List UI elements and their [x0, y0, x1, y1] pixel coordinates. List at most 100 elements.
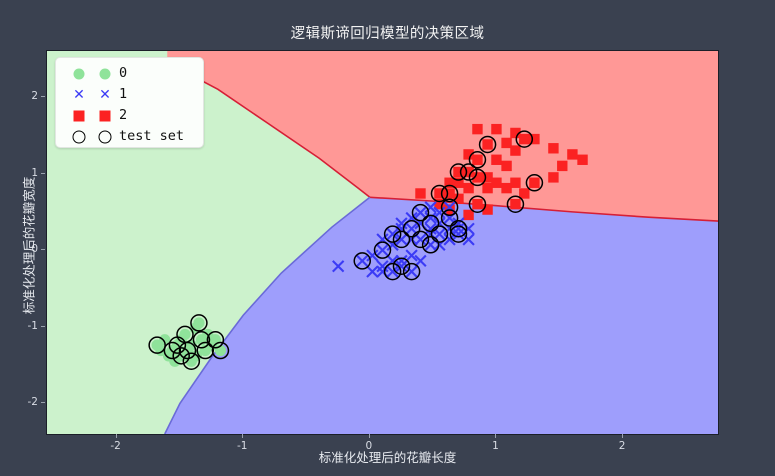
- circle-filled-green-icon: [68, 63, 90, 84]
- y-tick-label: 2: [31, 89, 38, 102]
- test-set-marker: [211, 341, 230, 360]
- page-title: 逻辑斯谛回归模型的决策区域: [290, 26, 485, 42]
- legend-item-2[interactable]: 2: [56, 105, 203, 126]
- data-point-class2: [529, 177, 540, 188]
- data-point-class2: [453, 166, 464, 178]
- test-set-marker: [206, 331, 225, 349]
- data-point-class1: [424, 222, 437, 235]
- x-tick-label: 1: [492, 440, 499, 452]
- data-point-class2: [472, 123, 483, 135]
- legend-label: test set: [119, 128, 185, 144]
- data-point-class2: [510, 145, 521, 156]
- data-point-class1: [433, 227, 446, 241]
- test-set-marker: [178, 341, 197, 360]
- data-point-class1: [452, 222, 465, 235]
- data-point-class1: [414, 233, 427, 246]
- circle-open-black-icon: [94, 126, 116, 147]
- y-tick-label: 0: [31, 243, 38, 256]
- test-set-marker: [430, 184, 449, 203]
- x-blue-icon: ✕: [94, 84, 116, 105]
- data-point-class2: [463, 182, 474, 194]
- data-point-class2: [529, 133, 540, 145]
- test-set-marker: [421, 236, 440, 254]
- legend-label: 0: [119, 65, 128, 81]
- data-point-class2: [472, 172, 483, 183]
- x-tick-mark: [495, 434, 497, 438]
- data-point-class1: [376, 260, 389, 273]
- square-filled-red-icon: [68, 105, 90, 126]
- y-tick-label: -2: [27, 396, 38, 409]
- circle-filled-green-icon: [94, 63, 116, 84]
- test-set-marker: [449, 163, 468, 181]
- data-point-class2: [501, 137, 512, 149]
- data-point-class2: [482, 182, 493, 194]
- data-point-class1: [462, 233, 475, 246]
- y-tick-mark: [41, 172, 45, 174]
- legend-item-1[interactable]: ✕ ✕ 1: [56, 84, 203, 105]
- test-set-marker: [449, 225, 468, 243]
- test-set-marker: [421, 214, 440, 233]
- test-set-marker: [468, 195, 487, 213]
- plot-area[interactable]: [46, 50, 719, 435]
- test-set-marker: [192, 331, 211, 349]
- data-point-class2: [519, 188, 530, 199]
- data-point-class1: [433, 206, 446, 219]
- data-point-class2: [510, 199, 521, 210]
- x-blue-glyph: ✕: [73, 86, 85, 103]
- test-set-marker: [148, 336, 166, 354]
- data-point-class2: [510, 127, 521, 139]
- data-point-class2: [557, 160, 568, 172]
- test-set-marker: [411, 203, 430, 222]
- test-set-marker: [383, 225, 402, 243]
- test-set-marker: [525, 174, 544, 192]
- test-set-marker: [449, 219, 468, 238]
- legend[interactable]: 0 ✕ ✕ 1 2 test set: [55, 57, 204, 148]
- data-point-class1: [366, 249, 379, 262]
- test-set-marker: [392, 230, 411, 249]
- data-point-class2: [577, 154, 588, 165]
- x-tick-mark: [242, 434, 244, 438]
- circle-open-black-icon: [68, 126, 90, 147]
- square-filled-red-icon: [94, 105, 116, 126]
- data-point-class1: [424, 238, 437, 251]
- data-point-class2: [453, 177, 464, 188]
- test-set-marker: [478, 135, 497, 154]
- test-set-marker: [468, 168, 487, 187]
- test-set-marker: [515, 130, 534, 148]
- legend-label: 2: [119, 107, 128, 123]
- data-point-class1: [386, 265, 399, 278]
- circle-open-black-glyph: [98, 130, 112, 143]
- legend-item-0[interactable]: 0: [56, 63, 203, 84]
- data-point-class2: [519, 133, 530, 145]
- x-tick-label: -2: [110, 440, 121, 452]
- x-axis-label: 标准化处理后的花瓣长度: [318, 450, 457, 465]
- x-blue-icon: ✕: [68, 84, 90, 105]
- data-point-class1: [424, 201, 437, 214]
- y-tick-label: 1: [31, 166, 38, 179]
- legend-label: 1: [119, 86, 128, 102]
- y-tick-label: -1: [27, 319, 38, 332]
- y-axis-label: 标准化处理后的花瓣宽度: [21, 176, 37, 315]
- square-filled-red-glyph: [99, 110, 111, 121]
- data-point-class1: [414, 254, 427, 268]
- x-tick-label: 2: [618, 440, 626, 452]
- test-set-marker: [506, 195, 525, 213]
- data-point-class2: [491, 177, 502, 188]
- data-point-class1: [332, 260, 345, 273]
- test-set-marker: [440, 184, 459, 203]
- data-point-class2: [444, 188, 455, 199]
- data-point-class2: [491, 123, 502, 135]
- decision-region-plot: [47, 51, 718, 434]
- x-tick-mark: [368, 434, 370, 438]
- data-point-class2: [482, 172, 493, 183]
- data-point-class2: [434, 188, 445, 199]
- data-point-class2: [453, 193, 464, 205]
- data-point-class1: [386, 227, 399, 241]
- legend-item-test-set[interactable]: test set: [56, 126, 203, 147]
- x-tick-label: 0: [365, 440, 373, 452]
- data-point-class1: [405, 249, 418, 262]
- data-point-class1: [395, 260, 408, 273]
- test-set-marker: [402, 219, 421, 238]
- data-point-class2: [444, 177, 455, 188]
- test-set-marker: [411, 230, 430, 249]
